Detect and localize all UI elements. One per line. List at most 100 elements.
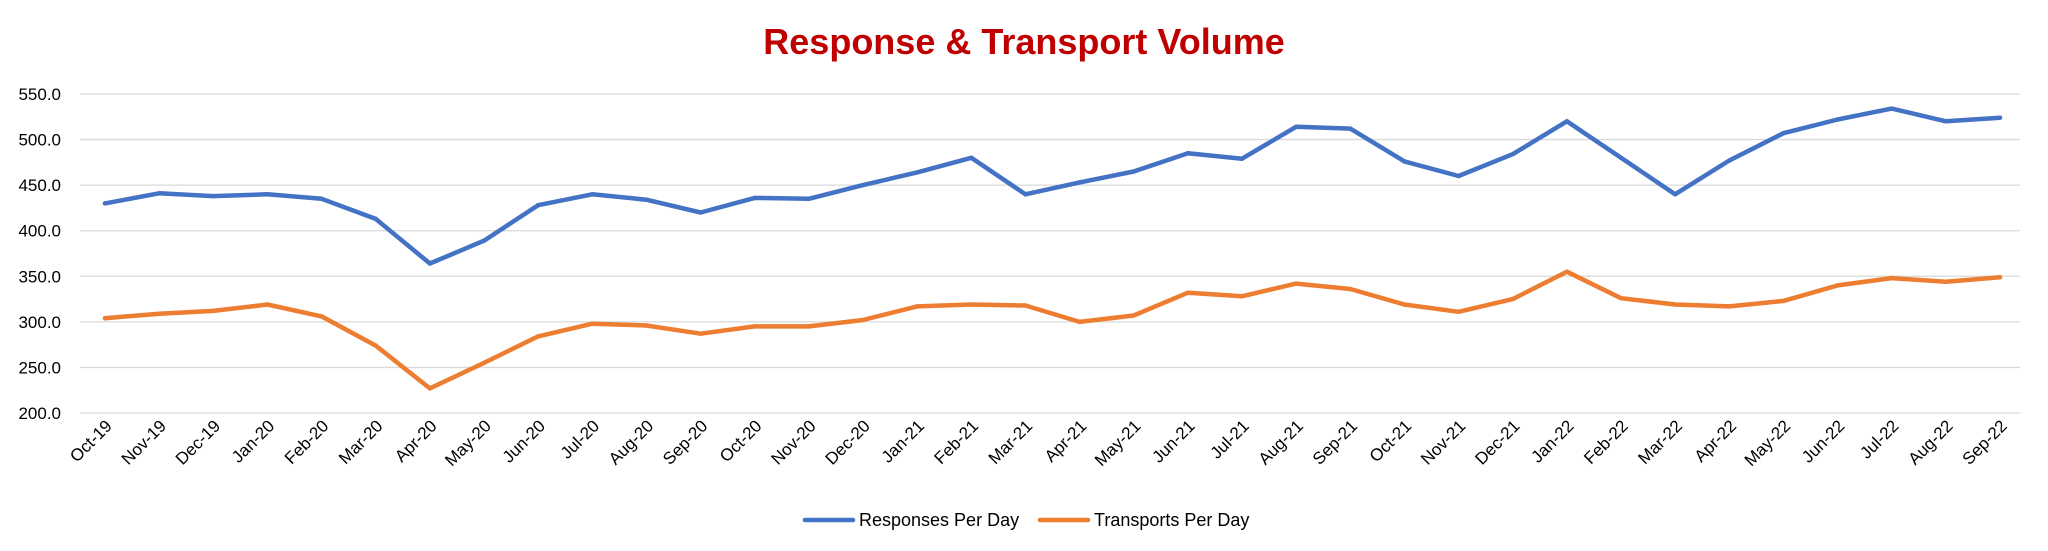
x-tick-label: Apr-21: [1041, 416, 1091, 466]
x-tick-label: Jul-20: [557, 416, 603, 462]
y-tick-label: 400.0: [18, 222, 61, 241]
x-tick-label: Jan-22: [1527, 416, 1577, 466]
data-point: [1456, 309, 1461, 315]
data-point: [969, 302, 974, 307]
data-point: [102, 316, 108, 321]
data-point: [319, 314, 324, 319]
gridlines: [80, 93, 2020, 414]
x-tick-label: May-20: [441, 416, 495, 470]
data-point: [1727, 304, 1732, 309]
data-point: [860, 182, 866, 188]
data-point: [1348, 126, 1353, 131]
series-lines: [102, 106, 2003, 391]
x-tick-label: Jun-21: [1148, 416, 1198, 466]
data-point: [914, 304, 920, 309]
x-tick-label: May-21: [1091, 416, 1145, 470]
x-tick-label: Dec-19: [172, 416, 224, 468]
x-tick-label: Apr-22: [1691, 416, 1741, 466]
x-tick-label: Feb-21: [931, 416, 983, 468]
data-point: [211, 193, 216, 199]
data-point: [1727, 158, 1732, 163]
x-tick-label: Mar-20: [335, 416, 387, 468]
x-tick-label: Aug-21: [1255, 416, 1307, 468]
data-point: [860, 317, 866, 323]
x-axis-ticks: Oct-19 Nov-19 Dec-19 Jan-20 Feb-20 Mar-20 Apr-…: [66, 416, 2011, 470]
x-tick-label: Aug-20: [605, 416, 657, 468]
x-tick-label: Dec-21: [1471, 416, 1523, 468]
x-tick-label: Mar-22: [1634, 416, 1686, 468]
y-tick-label: 200.0: [18, 404, 61, 423]
data-point: [211, 308, 216, 314]
x-tick-label: Dec-20: [822, 416, 874, 468]
x-tick-label: Oct-20: [716, 416, 766, 466]
data-point: [1023, 192, 1028, 197]
data-point: [644, 323, 649, 328]
data-point: [1889, 106, 1894, 111]
data-point: [644, 197, 649, 202]
x-tick-label: Mar-21: [985, 416, 1037, 468]
data-point: [481, 360, 487, 366]
data-point: [1077, 180, 1082, 185]
data-point: [1835, 117, 1840, 122]
x-tick-label: May-22: [1741, 416, 1795, 470]
data-point: [1023, 303, 1028, 308]
y-tick-label: 450.0: [18, 176, 61, 195]
data-point: [1564, 269, 1570, 274]
data-point: [1781, 130, 1786, 136]
series-line-1: [102, 106, 2003, 266]
x-tick-label: Jun-22: [1798, 416, 1848, 466]
data-point: [1348, 286, 1353, 292]
data-point: [1997, 115, 2003, 120]
data-point: [319, 196, 324, 202]
data-point: [427, 261, 433, 266]
data-point: [156, 311, 162, 316]
data-point: [1835, 283, 1840, 288]
series-line-2: [102, 269, 2003, 391]
y-tick-label: 300.0: [18, 313, 61, 332]
x-tick-label: Nov-21: [1417, 416, 1469, 468]
data-point: [1672, 302, 1678, 307]
data-point: [1239, 294, 1245, 299]
x-tick-label: Oct-19: [66, 416, 116, 466]
data-point: [265, 302, 270, 307]
y-tick-label: 350.0: [18, 267, 61, 286]
data-point: [806, 196, 812, 202]
data-point: [1131, 313, 1136, 318]
y-axis-ticks: 200.0 250.0 300.0 350.0 400.0 450.0 500.0 550.0: [18, 85, 61, 423]
data-point: [1781, 298, 1786, 304]
data-point: [1618, 295, 1624, 301]
y-tick-label: 500.0: [18, 131, 61, 150]
data-point: [1456, 173, 1461, 179]
x-tick-label: Jul-21: [1207, 416, 1253, 462]
x-tick-label: Apr-20: [391, 416, 441, 466]
x-tick-label: Jan-20: [228, 416, 278, 466]
data-point: [1889, 275, 1894, 281]
x-tick-label: Nov-20: [767, 416, 819, 468]
data-point: [1077, 319, 1082, 325]
data-point: [373, 216, 378, 222]
data-point: [590, 321, 595, 326]
data-point: [1943, 119, 1949, 124]
data-point: [1672, 192, 1678, 197]
x-tick-label: Jan-21: [878, 416, 928, 466]
x-tick-label: Feb-20: [281, 416, 333, 468]
data-point: [1185, 151, 1191, 156]
data-point: [481, 238, 487, 243]
data-point: [156, 191, 162, 196]
x-tick-label: Jul-22: [1856, 416, 1902, 462]
chart-title: Response & Transport Volume: [763, 21, 1284, 62]
data-point: [373, 343, 378, 348]
data-point: [1402, 302, 1407, 307]
data-point: [1131, 169, 1136, 174]
data-point: [427, 386, 433, 391]
data-point: [1510, 296, 1515, 302]
data-point: [969, 155, 974, 160]
data-point: [752, 324, 757, 329]
legend-label: Responses Per Day: [859, 510, 1019, 530]
data-point: [1293, 124, 1299, 130]
data-point: [265, 192, 270, 197]
x-tick-label: Nov-19: [118, 416, 170, 468]
data-point: [806, 324, 812, 329]
data-point: [1618, 155, 1624, 160]
